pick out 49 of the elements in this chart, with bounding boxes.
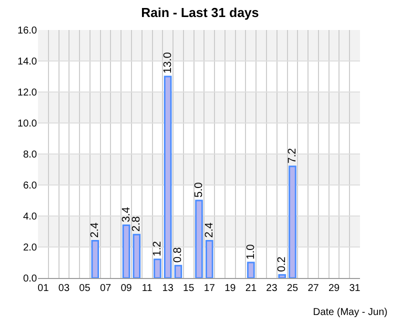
data-label: 13.0: [162, 52, 174, 74]
data-label: 7.2: [286, 148, 298, 164]
y-tick-label: 16.0: [18, 26, 38, 36]
x-tick-label: 05: [79, 283, 91, 294]
x-tick-label: 11: [142, 283, 153, 294]
data-label: 1.2: [151, 241, 164, 256]
y-tick-label: 8.0: [23, 150, 38, 160]
y-tick-label: 0.0: [23, 274, 38, 284]
y-tick-label: 2.0: [23, 242, 38, 254]
bar: [164, 76, 172, 278]
data-label: 5.0: [193, 182, 205, 198]
bar: [247, 262, 255, 278]
x-tick-label: 21: [245, 283, 257, 294]
chart-title: Rain - Last 31 days: [141, 5, 259, 20]
data-label: 2.8: [130, 216, 143, 232]
x-tick-label: 03: [58, 283, 70, 294]
x-tick-label: 17: [204, 283, 216, 294]
x-tick-label: 29: [328, 283, 340, 294]
bar: [122, 224, 130, 278]
y-tick-label: 14.0: [18, 56, 38, 68]
x-tick-label: 13: [162, 283, 174, 294]
x-tick-label: 01: [38, 283, 50, 294]
bar: [206, 240, 214, 278]
y-tick-label: 6.0: [23, 180, 38, 192]
x-tick-label: 07: [100, 283, 112, 294]
data-label: 2.4: [89, 222, 102, 238]
y-tick-label: 10.0: [18, 118, 38, 130]
data-label: 1.0: [244, 244, 257, 260]
x-tick-label: 31: [349, 283, 361, 294]
bar: [91, 240, 99, 278]
x-tick-label: 15: [183, 283, 195, 294]
bar: [278, 274, 286, 278]
x-tick-label: 09: [120, 283, 132, 294]
data-label: 0.2: [276, 256, 288, 272]
bar: [154, 258, 162, 278]
x-tick-label: 23: [266, 283, 278, 294]
y-tick-label: 4.0: [23, 212, 38, 222]
data-label: 3.4: [120, 207, 132, 222]
x-axis-title: Date (May - Jun): [313, 307, 388, 318]
x-tick-label: 25: [286, 283, 298, 294]
x-tick-label: 19: [224, 283, 236, 294]
data-label: 2.4: [203, 222, 216, 238]
x-tick-label: 27: [308, 283, 320, 294]
bar: [174, 264, 182, 278]
bar: [195, 200, 203, 278]
y-tick-label: 12.0: [18, 88, 38, 98]
data-label: 0.8: [172, 247, 184, 263]
bar: [132, 234, 141, 278]
bar: [288, 166, 296, 278]
